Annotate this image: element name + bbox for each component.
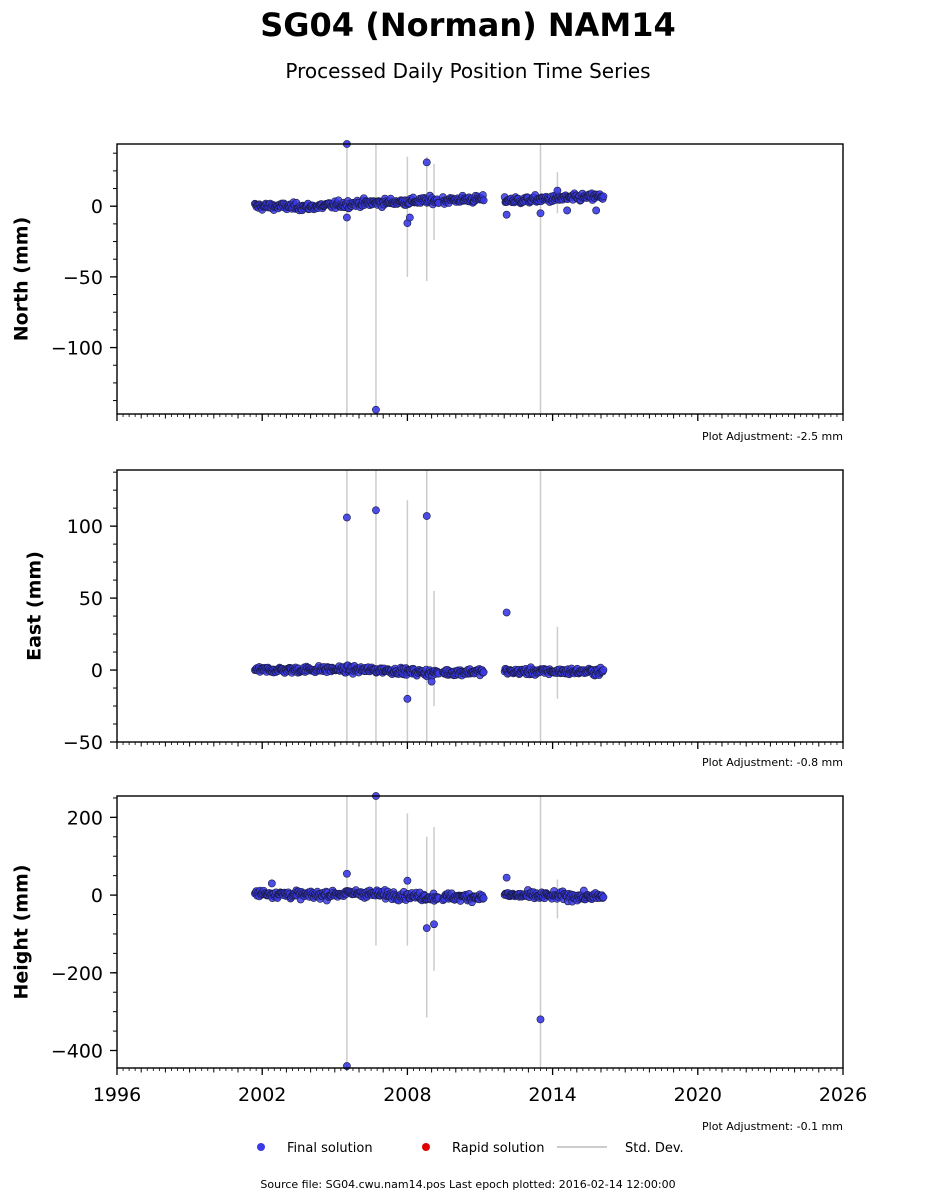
legend-rapid-label: Rapid solution	[452, 1141, 544, 1156]
height-panel: 200 0 −200 −400 Height (mm) Plot Adjustment: …	[11, 792, 844, 1133]
north-panel: 0 −50 −100 North (mm) Plot Adjustment: -2.5 …	[11, 140, 844, 443]
chart-subtitle: Processed Daily Position Time Series	[285, 59, 650, 83]
north-final-point	[599, 192, 608, 201]
north-ytick-label: −50	[63, 267, 103, 289]
height-outlier-point	[502, 873, 511, 882]
north-final-point	[479, 196, 488, 205]
north-outlier-point	[372, 405, 380, 414]
height-outlier-point	[342, 869, 351, 878]
height-axis-label: Height (mm)	[11, 864, 33, 999]
east-outlier-point	[427, 677, 436, 686]
east-outlier-point	[502, 608, 511, 617]
height-frame	[116, 795, 844, 1069]
north-axis-label: North (mm)	[11, 217, 33, 342]
north-outlier-point	[536, 209, 545, 218]
east-ytick-label: 100	[67, 516, 103, 538]
height-outlier-point	[267, 879, 276, 888]
east-panel: −50 0 50 100 East (mm) Plot Adjustment: -0.8 …	[24, 469, 844, 769]
north-outlier-point	[405, 213, 414, 222]
north-outlier-point	[502, 210, 511, 219]
xtick-label: 2026	[819, 1084, 867, 1106]
height-outlier-point	[403, 876, 412, 885]
height-final-point	[479, 894, 488, 903]
legend-final-marker	[257, 1143, 265, 1151]
height-ytick-label: −200	[51, 963, 103, 985]
height-ytick-label: 0	[91, 885, 103, 907]
east-outlier-point	[422, 512, 431, 520]
legend-final-label: Final solution	[287, 1141, 373, 1156]
north-outlier-point	[592, 206, 601, 215]
east-axis-label: East (mm)	[24, 551, 46, 661]
north-outlier-point	[553, 186, 562, 195]
legend-rapid-marker	[422, 1143, 430, 1151]
east-outlier-point	[342, 513, 351, 522]
east-ytick-label: 0	[91, 660, 103, 682]
xtick-label: 2014	[528, 1084, 576, 1106]
north-outlier-point	[563, 206, 572, 215]
x-tick-labels: 1996 2002 2008 2014 2020 2026	[93, 1084, 867, 1106]
east-outlier-point	[403, 694, 412, 703]
east-frame	[116, 469, 844, 743]
legend: Final solution Rapid solution Std. Dev.	[257, 1141, 684, 1156]
north-ytick-label: −100	[51, 338, 103, 360]
north-outlier-point	[422, 158, 431, 167]
height-outlier-point	[536, 1015, 545, 1024]
source-footer: Source file: SG04.cwu.nam14.pos Last epo…	[260, 1178, 675, 1191]
north-ytick-label: 0	[91, 196, 103, 218]
xtick-label: 2008	[383, 1084, 431, 1106]
east-ytick-label: −50	[63, 732, 103, 754]
height-ytick-label: 200	[67, 807, 103, 829]
north-outlier-point	[342, 213, 351, 222]
height-outlier-point	[422, 924, 431, 933]
north-frame	[116, 143, 844, 415]
height-ytick-label: −400	[51, 1041, 103, 1063]
east-ytick-label: 50	[79, 588, 103, 610]
legend-stddev-label: Std. Dev.	[625, 1141, 684, 1156]
height-plot-adjustment: Plot Adjustment: -0.1 mm	[702, 1120, 843, 1133]
east-final-point	[479, 668, 488, 677]
east-final-point	[599, 665, 608, 674]
chart-title: SG04 (Norman) NAM14	[260, 6, 676, 44]
east-plot-adjustment: Plot Adjustment: -0.8 mm	[702, 756, 843, 769]
east-outlier-point	[372, 506, 380, 515]
height-final-point	[599, 893, 608, 902]
xtick-label: 2002	[238, 1084, 286, 1106]
north-plot-adjustment: Plot Adjustment: -2.5 mm	[702, 430, 843, 443]
height-outlier-point	[430, 920, 438, 929]
xtick-label: 2020	[674, 1084, 722, 1106]
xtick-label: 1996	[93, 1084, 141, 1106]
